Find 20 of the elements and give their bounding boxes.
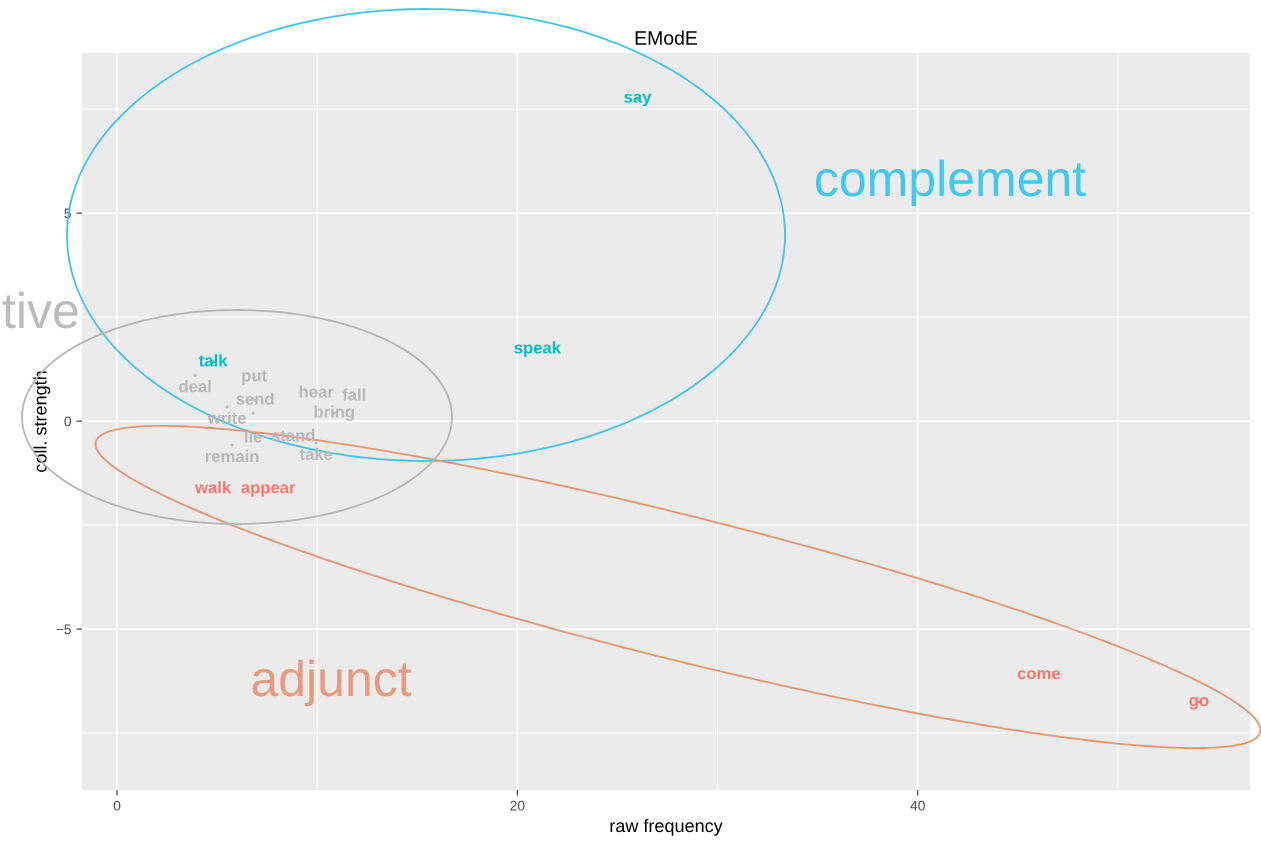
data-label: come [1017, 670, 1061, 680]
x-tick-label: 20 [510, 800, 525, 811]
y-tick-label: −5 [56, 624, 71, 635]
annotation: adjunct [252, 659, 412, 707]
data-label: say [624, 93, 652, 107]
x-tick-label: 0 [113, 800, 121, 811]
data-label: walk [195, 481, 232, 494]
data-label: talk [198, 354, 228, 367]
text: tive [2, 291, 78, 329]
y-tick-label: 0 [64, 416, 72, 427]
data-label: bring [314, 405, 354, 421]
x-tick-label: 40 [910, 800, 925, 811]
data-label: go [1189, 697, 1209, 710]
data-label: appear [241, 484, 296, 497]
x-axis-title: raw frequency [610, 818, 723, 836]
data-label: take [299, 447, 333, 461]
chart-title: EModE [635, 30, 698, 45]
data-label: lie [245, 430, 262, 443]
annotation: complement [815, 159, 1086, 207]
data-label: speak [514, 341, 562, 357]
